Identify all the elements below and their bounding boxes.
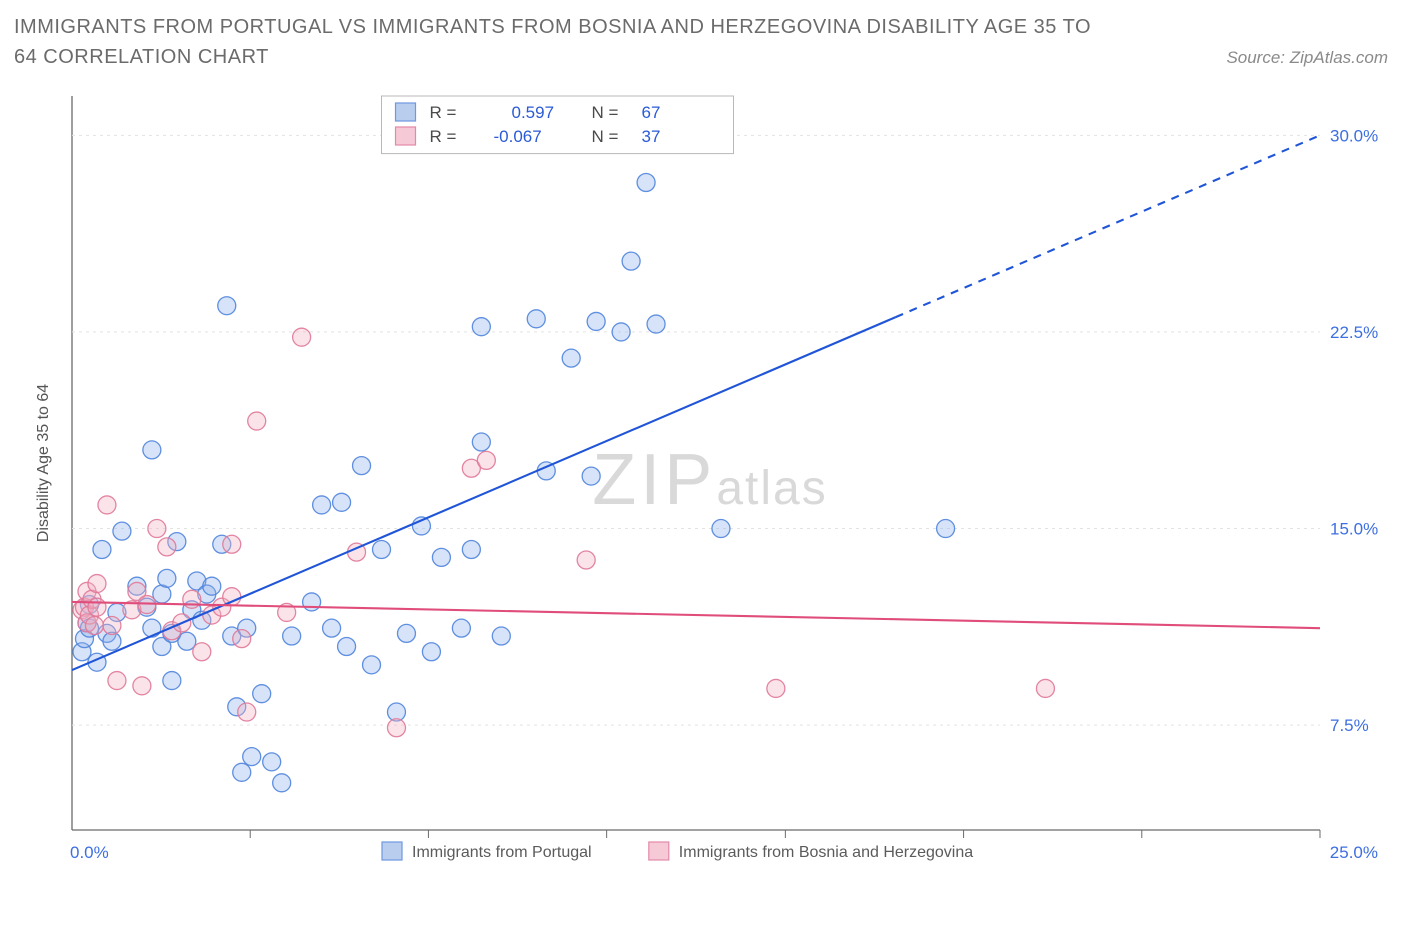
stats-legend-n-label: N = <box>592 127 619 146</box>
scatter-point-bosnia <box>767 679 785 697</box>
stats-legend-swatch <box>396 103 416 121</box>
scatter-point-bosnia <box>88 575 106 593</box>
scatter-point-bosnia <box>148 520 166 538</box>
chart-container: 7.5% 15.0% 22.5% 30.0% 0.0% 25.0% Disability A… <box>30 90 1390 870</box>
scatter-point-bosnia <box>577 551 595 569</box>
y-tick-label: 22.5% <box>1330 323 1378 342</box>
scatter-point-bosnia <box>103 617 121 635</box>
scatter-point-portugal <box>243 748 261 766</box>
scatter-point-portugal <box>422 643 440 661</box>
scatter-point-portugal <box>562 349 580 367</box>
scatter-point-bosnia <box>85 617 103 635</box>
scatter-point-portugal <box>622 252 640 270</box>
scatter-point-portugal <box>527 310 545 328</box>
regression-line-ext-portugal <box>896 135 1320 317</box>
scatter-point-portugal <box>612 323 630 341</box>
scatter-point-portugal <box>313 496 331 514</box>
y-tick-label: 15.0% <box>1330 520 1378 539</box>
page-root: IMMIGRANTS FROM PORTUGAL VS IMMIGRANTS F… <box>0 0 1406 930</box>
stats-legend-n-label: N = <box>592 103 619 122</box>
scatter-point-bosnia <box>223 588 241 606</box>
scatter-point-bosnia <box>223 535 241 553</box>
scatter-point-portugal <box>218 297 236 315</box>
scatter-point-portugal <box>143 441 161 459</box>
scatter-point-portugal <box>432 548 450 566</box>
scatter-point-portugal <box>492 627 510 645</box>
scatter-point-portugal <box>587 312 605 330</box>
scatter-point-portugal <box>113 522 131 540</box>
scatter-point-portugal <box>472 433 490 451</box>
series-legend-label: Immigrants from Bosnia and Herzegovina <box>679 844 973 861</box>
stats-legend-n-value: 67 <box>642 103 661 122</box>
scatter-point-portugal <box>373 541 391 559</box>
scatter-point-portugal <box>273 774 291 792</box>
scatter-point-portugal <box>303 593 321 611</box>
scatter-point-bosnia <box>293 328 311 346</box>
source-attribution: Source: ZipAtlas.com <box>1226 48 1388 68</box>
scatter-point-portugal <box>647 315 665 333</box>
scatter-point-bosnia <box>248 412 266 430</box>
scatter-point-portugal <box>158 569 176 587</box>
stats-legend-r-label: R = <box>430 127 457 146</box>
scatter-point-portugal <box>323 619 341 637</box>
scatter-point-bosnia <box>98 496 116 514</box>
scatter-point-bosnia <box>108 672 126 690</box>
regression-line-bosnia <box>72 602 1320 628</box>
scatter-point-portugal <box>283 627 301 645</box>
scatter-point-portugal <box>143 619 161 637</box>
y-tick-label: 30.0% <box>1330 126 1378 145</box>
scatter-point-portugal <box>582 467 600 485</box>
series-legend-swatch <box>382 842 402 860</box>
y-axis-title: Disability Age 35 to 64 <box>35 384 52 542</box>
series-legend-swatch <box>649 842 669 860</box>
scatter-point-portugal <box>937 520 955 538</box>
scatter-point-bosnia <box>88 598 106 616</box>
scatter-point-portugal <box>163 672 181 690</box>
stats-legend-r-label: R = <box>430 103 457 122</box>
scatter-point-portugal <box>712 520 730 538</box>
scatter-point-bosnia <box>238 703 256 721</box>
stats-legend-swatch <box>396 127 416 145</box>
chart-title: IMMIGRANTS FROM PORTUGAL VS IMMIGRANTS F… <box>14 12 1114 72</box>
scatter-point-bosnia <box>133 677 151 695</box>
stats-legend-r-value: -0.067 <box>494 127 542 146</box>
x-min-label: 0.0% <box>70 843 109 862</box>
scatter-point-bosnia <box>1036 679 1054 697</box>
scatter-point-portugal <box>353 457 371 475</box>
scatter-point-bosnia <box>193 643 211 661</box>
scatter-point-portugal <box>333 493 351 511</box>
stats-legend-n-value: 37 <box>642 127 661 146</box>
scatter-point-portugal <box>472 318 490 336</box>
scatter-point-portugal <box>397 624 415 642</box>
scatter-point-portugal <box>263 753 281 771</box>
scatter-point-bosnia <box>477 451 495 469</box>
scatter-point-portugal <box>233 763 251 781</box>
series-legend-label: Immigrants from Portugal <box>412 844 592 861</box>
chart-svg: 7.5% 15.0% 22.5% 30.0% 0.0% 25.0% Disability A… <box>30 90 1390 870</box>
scatter-point-bosnia <box>233 630 251 648</box>
scatter-point-portugal <box>452 619 470 637</box>
scatter-point-portugal <box>203 577 221 595</box>
scatter-point-bosnia <box>387 719 405 737</box>
scatter-point-portugal <box>462 541 480 559</box>
scatter-point-portugal <box>93 541 111 559</box>
scatter-point-portugal <box>363 656 381 674</box>
scatter-point-portugal <box>253 685 271 703</box>
scatter-point-bosnia <box>158 538 176 556</box>
stats-legend-r-value: 0.597 <box>512 103 555 122</box>
scatter-point-portugal <box>637 174 655 192</box>
x-max-label: 25.0% <box>1330 843 1378 862</box>
scatter-point-portugal <box>338 638 356 656</box>
y-tick-label: 7.5% <box>1330 716 1369 735</box>
